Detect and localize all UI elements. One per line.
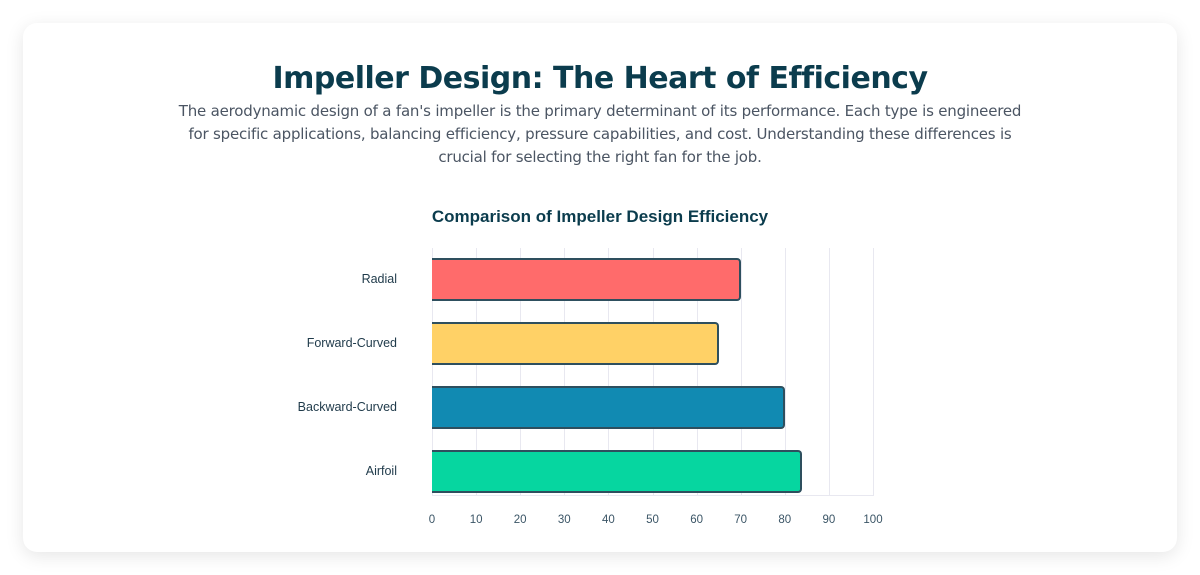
page-description: The aerodynamic design of a fan's impell… [178, 102, 1022, 166]
gridline [740, 248, 742, 496]
bar-radial[interactable] [432, 258, 741, 301]
x-axis-line [432, 495, 873, 496]
x-tick-label: 40 [601, 514, 615, 526]
gridline [784, 248, 786, 496]
gridline [608, 248, 610, 496]
x-tick-label: 80 [778, 514, 792, 526]
bar-forward-curved[interactable] [432, 322, 719, 365]
gridline [476, 248, 478, 496]
content-card: Impeller Design: The Heart of Efficiency… [23, 23, 1177, 552]
gridline [564, 248, 566, 496]
gridline [873, 248, 874, 496]
category-label: Airfoil [365, 464, 397, 478]
gridline [652, 248, 654, 496]
x-tick-label: 70 [734, 514, 748, 526]
category-label: Radial [361, 272, 397, 286]
x-tick-label: 10 [469, 514, 483, 526]
gridline [520, 248, 522, 496]
x-tick-label: 20 [513, 514, 527, 526]
gridline [432, 248, 433, 496]
bar-backward-curved[interactable] [432, 386, 785, 429]
x-tick-label: 90 [822, 514, 836, 526]
bar-chart-plot [432, 248, 874, 496]
chart-title: Comparison of Impeller Design Efficiency [431, 207, 769, 226]
gridline [828, 248, 830, 496]
x-tick-label: 30 [557, 514, 571, 526]
x-tick-label: 100 [863, 514, 883, 526]
x-tick-label: 50 [646, 514, 659, 526]
category-label: Backward-Curved [297, 400, 397, 414]
gridline [696, 248, 698, 496]
page-title: Impeller Design: The Heart of Efficiency [272, 61, 928, 96]
bar-airfoil[interactable] [432, 450, 803, 493]
category-label: Forward-Curved [306, 336, 397, 350]
x-tick-label: 0 [428, 514, 436, 526]
x-tick-label: 60 [690, 514, 703, 526]
